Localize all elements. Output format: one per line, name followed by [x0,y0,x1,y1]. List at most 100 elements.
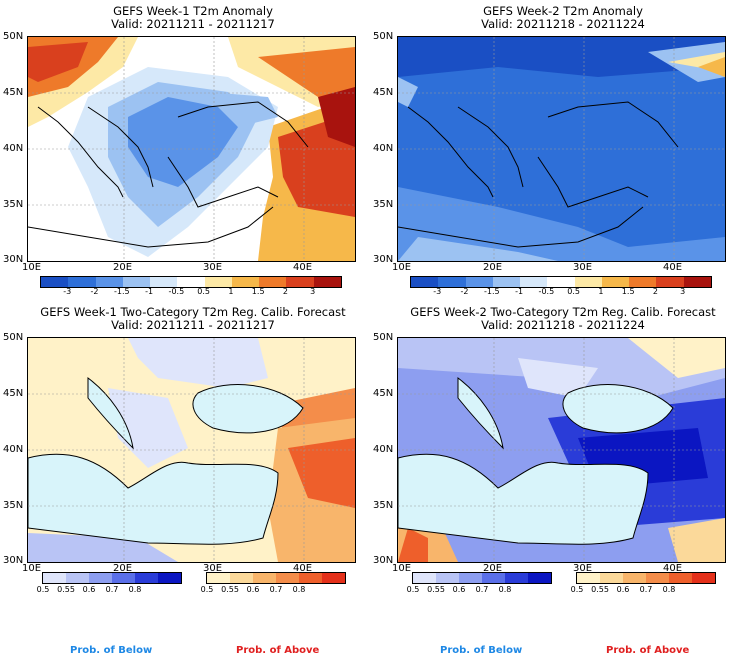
colorbar-tick-label: 0.55 [591,585,609,594]
colorbar-tick-label: 0.7 [639,585,653,594]
p1-lat-40: 40N [3,143,24,154]
week2-probability-field [398,338,725,562]
colorbar-tick-label: 0.6 [246,585,260,594]
colorbar-tick-label: 0.6 [82,585,96,594]
colorbar-swatch [692,573,715,583]
map-week2-probability [397,337,726,563]
colorbar-tick-label: 0.5 [406,585,420,594]
colorbar-swatch [253,573,276,583]
colorbar-tick-label: -2 [90,287,99,296]
colorbar-tick-label: 0.8 [128,585,142,594]
prob-below-label-left: Prob. of Below [70,645,153,656]
colorbar-tick-label: 0.7 [269,585,283,594]
prob-above-label-right: Prob. of Above [606,645,690,656]
p4-lon-10: 10E [392,563,412,574]
colorbar-swatch [259,277,287,287]
colorbar-swatch [41,277,69,287]
p1-lat-30: 30N [3,254,24,265]
colorbar-swatch [150,277,178,287]
p2-lat-35: 35N [373,199,394,210]
colorbar-swatch [528,573,551,583]
colorbar-swatch [492,277,521,287]
colorbar-tick-label: -1.5 [484,287,500,296]
colorbar-swatch [600,573,623,583]
p4-lat-35: 35N [373,500,394,511]
week2-anomaly-field [398,37,725,261]
colorbar-swatch [68,277,96,287]
colorbar-tick-label: 0.7 [105,585,119,594]
colorbar-swatch [520,277,548,287]
p1-lon-10: 10E [22,262,42,273]
p3-lon-10: 10E [22,563,42,574]
p2-lon-40: 40E [663,262,683,273]
p2-lat-50: 50N [373,31,394,42]
colorbar-swatch [465,277,493,287]
colorbar-swatch [459,573,482,583]
colorbar-tick-label: 0.5 [567,287,580,296]
panel2-title: GEFS Week-2 T2m Anomaly Valid: 20211218 … [481,4,645,31]
below-colorbar-right [412,572,552,584]
colorbar-tick-label: 0.6 [616,585,630,594]
p2-lat-30: 30N [373,254,394,265]
colorbar-swatch [276,573,299,583]
p2-lat-45: 45N [373,87,394,98]
colorbar-tick-label: 0.5 [200,585,214,594]
colorbar-tick-label: -1.5 [114,287,130,296]
p4-lon-30: 30E [573,563,593,574]
p4-lon-20: 20E [483,563,503,574]
colorbar-swatch [629,277,657,287]
colorbar-tick-label: 0.8 [662,585,676,594]
colorbar-tick-label: -0.5 [538,287,555,296]
colorbar-swatch [601,277,630,287]
anomaly-colorbar-right [410,276,712,288]
p2-lon-10: 10E [392,262,412,273]
colorbar-tick-label: 1 [598,287,604,296]
p4-lat-45: 45N [373,388,394,399]
week1-anomaly-field [28,37,355,261]
colorbar-tick-label: 2 [652,287,658,296]
colorbar-tick-label: 2 [282,287,288,296]
colorbar-tick-label: 1 [228,287,234,296]
colorbar-tick-label: 0.8 [292,585,306,594]
colorbar-swatch [112,573,135,583]
panel4-title: GEFS Week-2 Two-Category T2m Reg. Calib.… [410,305,716,332]
p4-lat-30: 30N [373,555,394,566]
p2-lon-30: 30E [573,262,593,273]
colorbar-swatch [623,573,646,583]
above-colorbar-left [206,572,346,584]
panel1-title: GEFS Week-1 T2m Anomaly Valid: 20211211 … [111,4,275,31]
colorbar-swatch [135,573,158,583]
colorbar-swatch [207,573,230,583]
p3-lat-40: 40N [3,444,24,455]
above-colorbar-right [576,572,716,584]
colorbar-tick-label: -3 [63,287,72,296]
colorbar-swatch [683,277,711,287]
colorbar-tick-label: 0.5 [570,585,584,594]
colorbar-tick-label: 0.7 [475,585,489,594]
colorbar-tick-label: -3 [433,287,442,296]
colorbar-tick-label: 0.55 [57,585,75,594]
colorbar-swatch [438,277,466,287]
p1-lat-45: 45N [3,87,24,98]
colorbar-tick-label: 0.5 [197,287,210,296]
colorbar-tick-label: -1 [515,287,524,296]
p4-lat-40: 40N [373,444,394,455]
colorbar-swatch [43,573,66,583]
colorbar-tick-label: -1 [145,287,154,296]
colorbar-swatch [89,573,112,583]
colorbar-swatch [505,573,528,583]
prob-below-label-right: Prob. of Below [440,645,523,656]
colorbar-swatch [482,573,505,583]
colorbar-swatch [574,277,602,287]
colorbar-tick-label: 0.8 [498,585,512,594]
colorbar-swatch [646,573,669,583]
colorbar-tick-label: 1.5 [251,287,265,296]
p4-lon-40: 40E [663,563,683,574]
panel3-title: GEFS Week-1 Two-Category T2m Reg. Calib.… [40,305,346,332]
colorbar-tick-label: 0.55 [427,585,445,594]
colorbar-swatch [656,277,684,287]
colorbar-swatch [669,573,692,583]
anomaly-colorbar-left [40,276,342,288]
map-week2-anomaly [397,36,726,262]
colorbar-swatch [66,573,89,583]
